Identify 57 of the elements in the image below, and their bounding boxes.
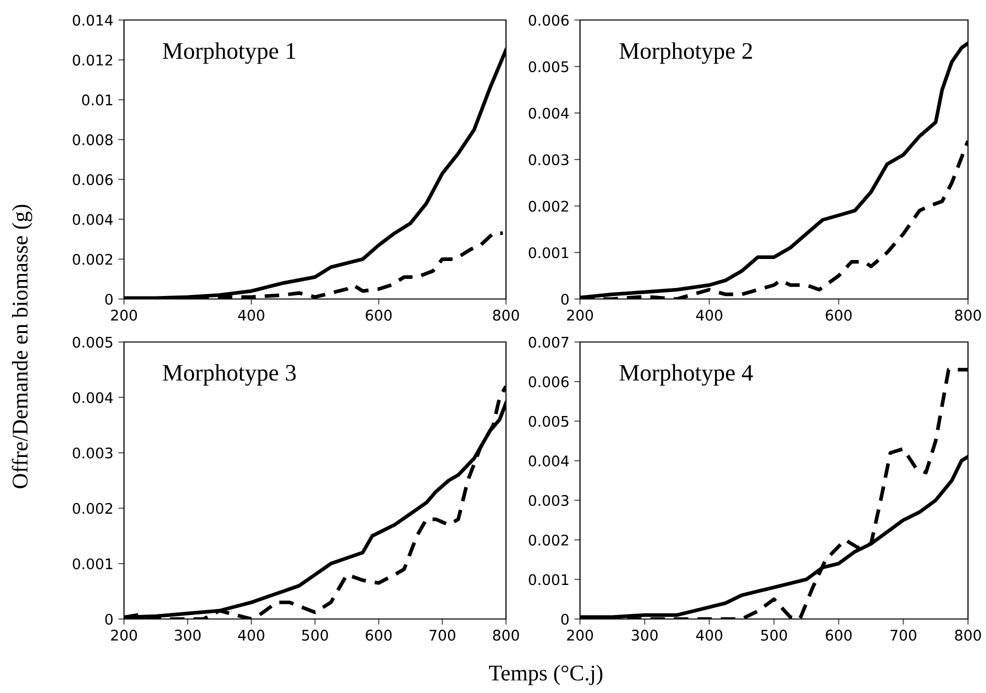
y-tick-label: 0.012 <box>72 54 112 66</box>
y-tick-label: 0.006 <box>528 376 569 388</box>
y-tick-label: 0.005 <box>528 416 568 427</box>
x-tick-label: 700 <box>430 630 456 641</box>
y-tick-label: 0.003 <box>528 154 568 166</box>
x-tick-label: 400 <box>238 310 264 321</box>
y-tick-label: 0.008 <box>72 134 113 146</box>
x-tick-label: 600 <box>826 630 852 641</box>
x-tick-label: 800 <box>493 630 519 641</box>
x-tick-label: 400 <box>696 310 722 321</box>
x-tick-label: 400 <box>696 630 722 641</box>
x-tick-label: 300 <box>174 630 201 641</box>
y-tick-label: 0.006 <box>528 14 569 26</box>
x-tick-label: 200 <box>111 310 137 321</box>
y-tick-label: 0.01 <box>82 94 112 106</box>
x-axis-title: Temps (°C.j) <box>489 664 602 686</box>
y-tick-label: 0 <box>561 294 569 305</box>
text: Morphotype 3 <box>162 364 296 386</box>
x-tick-label: 800 <box>955 310 981 321</box>
x-tick-label: 700 <box>890 630 916 641</box>
x-tick-label: 200 <box>111 630 137 641</box>
y-tick-label: 0.006 <box>72 174 113 186</box>
x-tick-label: 800 <box>955 630 981 641</box>
y-tick-label: 0.005 <box>528 61 568 72</box>
y-tick-label: 0.001 <box>72 558 112 570</box>
y-tick-label: 0.003 <box>528 495 568 506</box>
y-tick-label: 0 <box>105 294 113 305</box>
y-tick-label: 0.001 <box>528 247 568 258</box>
y-tick-label: 0 <box>105 614 113 625</box>
x-tick-label: 600 <box>366 310 392 321</box>
text: Morphotype 4 <box>619 364 753 386</box>
x-tick-label: 200 <box>567 630 593 641</box>
y-tick-label: 0.004 <box>528 455 569 466</box>
x-tick-label: 400 <box>238 630 264 641</box>
y-tick-label: 0.004 <box>72 214 113 226</box>
x-tick-label: 500 <box>761 630 787 641</box>
text: Morphotype 2 <box>619 42 752 64</box>
y-tick-label: 0.003 <box>72 448 112 459</box>
x-tick-label: 800 <box>493 310 519 321</box>
y-tick-label: 0.002 <box>528 200 568 212</box>
y-tick-label: 0.002 <box>72 502 112 514</box>
y-tick-label: 0.002 <box>72 254 112 265</box>
y-tick-label: 0.014 <box>72 14 113 26</box>
y-tick-label: 0.007 <box>528 336 568 348</box>
x-tick-label: 500 <box>302 630 328 641</box>
x-tick-label: 200 <box>567 310 593 321</box>
x-tick-label: 600 <box>366 630 392 641</box>
y-tick-label: 0 <box>561 614 569 625</box>
y-tick-label: 0.001 <box>528 574 568 586</box>
y-tick-label: 0.002 <box>528 534 568 546</box>
text: Morphotype 1 <box>162 42 296 64</box>
y-axis-title: Offre/Demande en biomasse (g) <box>12 204 32 488</box>
y-tick-label: 0.004 <box>72 392 113 404</box>
x-tick-label: 600 <box>826 310 852 321</box>
y-tick-label: 0.005 <box>72 336 112 348</box>
y-tick-label: 0.004 <box>528 108 569 119</box>
x-tick-label: 300 <box>632 630 658 641</box>
